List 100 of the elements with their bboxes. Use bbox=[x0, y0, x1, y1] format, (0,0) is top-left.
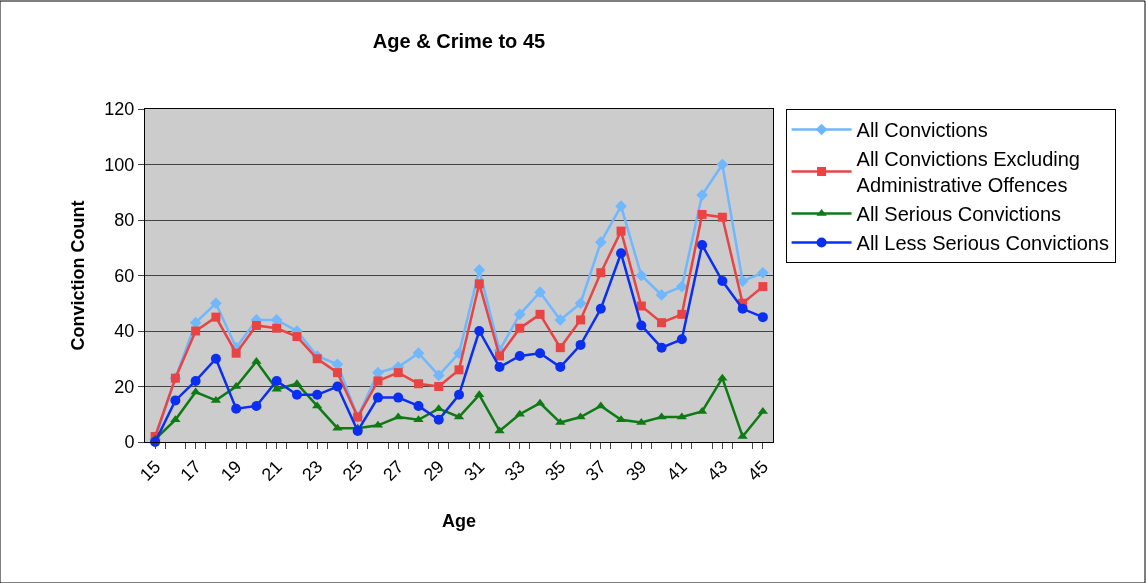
legend-label: All Less Serious Convictions bbox=[856, 232, 1109, 255]
point bbox=[473, 264, 486, 276]
point bbox=[574, 297, 587, 310]
point bbox=[717, 276, 728, 287]
x-axis-title: Age bbox=[441, 511, 477, 532]
x-tick-label: 23 bbox=[298, 456, 327, 485]
legend-label: All Convictions bbox=[856, 119, 988, 142]
point bbox=[393, 412, 404, 420]
point bbox=[575, 412, 586, 420]
legend-label: All Serious Convictions bbox=[856, 203, 1062, 226]
point bbox=[434, 382, 444, 391]
point bbox=[433, 414, 444, 425]
point bbox=[616, 248, 627, 259]
point bbox=[312, 389, 323, 400]
point bbox=[737, 303, 748, 314]
point bbox=[271, 375, 282, 386]
chart-title: Age & Crime to 45 bbox=[372, 29, 546, 52]
x-tick-label: 31 bbox=[460, 456, 489, 485]
point bbox=[697, 239, 708, 250]
point bbox=[231, 403, 242, 414]
y-tick-label: 100 bbox=[104, 154, 135, 175]
point bbox=[272, 323, 282, 333]
y-tick-label: 80 bbox=[114, 210, 135, 231]
point bbox=[595, 303, 606, 314]
x-tick-label: 43 bbox=[703, 456, 732, 485]
point bbox=[332, 381, 343, 392]
point bbox=[312, 354, 322, 364]
point bbox=[596, 268, 606, 278]
point bbox=[594, 236, 607, 249]
point bbox=[170, 395, 181, 406]
x-tick-label: 39 bbox=[622, 456, 651, 485]
point bbox=[737, 431, 748, 439]
point bbox=[332, 368, 342, 378]
point bbox=[495, 351, 505, 361]
point bbox=[474, 390, 485, 398]
x-tick-label: 17 bbox=[176, 456, 205, 485]
point bbox=[373, 376, 383, 386]
point bbox=[251, 320, 261, 330]
x-tick-label: 41 bbox=[662, 456, 692, 485]
point bbox=[513, 308, 526, 321]
x-tick-label: 21 bbox=[257, 456, 286, 485]
point bbox=[758, 282, 768, 292]
point bbox=[535, 309, 545, 319]
point bbox=[413, 379, 423, 389]
y-axis-title: Conviction Count bbox=[67, 200, 88, 351]
point bbox=[393, 392, 404, 403]
point bbox=[393, 368, 403, 378]
point bbox=[271, 384, 282, 392]
point bbox=[635, 269, 648, 282]
point bbox=[757, 266, 769, 279]
point bbox=[514, 350, 525, 361]
point bbox=[412, 347, 425, 360]
point bbox=[292, 332, 302, 342]
x-tick-label: 19 bbox=[217, 456, 246, 485]
y-tick-label: 40 bbox=[114, 321, 135, 342]
point bbox=[636, 320, 647, 331]
point bbox=[352, 425, 363, 436]
point bbox=[717, 212, 727, 222]
point bbox=[191, 326, 201, 336]
point bbox=[716, 158, 729, 171]
point bbox=[432, 369, 445, 382]
point bbox=[494, 426, 505, 434]
x-tick-label: 37 bbox=[581, 456, 610, 485]
point bbox=[474, 279, 484, 289]
point bbox=[190, 375, 201, 386]
point bbox=[656, 342, 667, 353]
y-tick-label: 0 bbox=[124, 432, 135, 453]
point bbox=[413, 400, 424, 411]
point bbox=[677, 309, 687, 319]
point bbox=[575, 339, 586, 350]
point bbox=[413, 415, 424, 423]
point bbox=[494, 362, 505, 373]
x-tick-label: 29 bbox=[419, 456, 448, 485]
point bbox=[231, 348, 241, 358]
x-tick-label: 35 bbox=[541, 456, 570, 485]
point bbox=[474, 326, 485, 336]
x-tick-label: 15 bbox=[136, 456, 165, 485]
point bbox=[615, 200, 627, 212]
point bbox=[454, 389, 464, 400]
point bbox=[655, 289, 668, 301]
point bbox=[576, 315, 586, 325]
y-tick-label: 120 bbox=[104, 99, 135, 120]
x-tick-label: 33 bbox=[500, 456, 529, 485]
point bbox=[534, 286, 546, 298]
point bbox=[251, 400, 262, 411]
point bbox=[697, 209, 707, 219]
y-tick-label: 20 bbox=[114, 376, 135, 397]
point bbox=[372, 392, 383, 403]
point bbox=[636, 301, 646, 311]
point bbox=[554, 314, 567, 326]
point bbox=[555, 362, 566, 373]
point bbox=[675, 280, 688, 293]
x-tick-label: 25 bbox=[338, 456, 367, 485]
point bbox=[291, 389, 302, 400]
x-tick-label: 45 bbox=[743, 456, 773, 485]
point bbox=[454, 365, 464, 375]
point bbox=[210, 297, 222, 310]
x-tick-label: 27 bbox=[379, 456, 408, 485]
point bbox=[657, 318, 667, 328]
legend-label: All Convictions Excluding Administrative Offences bbox=[856, 148, 1080, 197]
